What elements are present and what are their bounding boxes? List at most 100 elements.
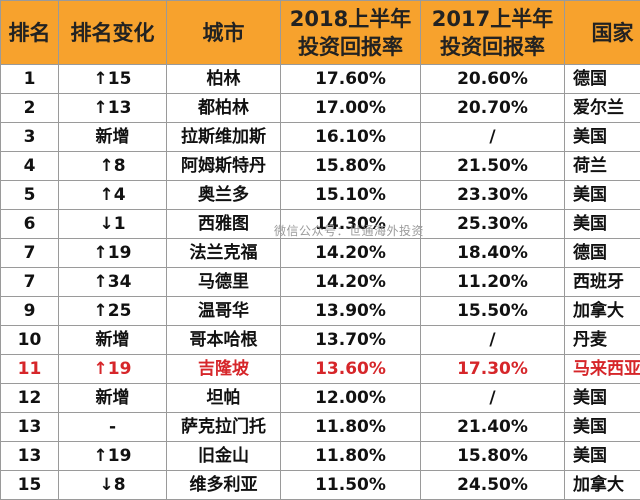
cell-change: 新增 <box>59 326 167 355</box>
table-row: 15 ↓8 维多利亚 11.50% 24.50% 加拿大 <box>1 471 640 500</box>
cell-city: 马德里 <box>167 268 281 297</box>
cell-roi-2017: 23.30% <box>421 181 565 210</box>
cell-rank: 7 <box>1 268 59 297</box>
cell-change: 新增 <box>59 384 167 413</box>
cell-rank: 7 <box>1 239 59 268</box>
cell-country: 荷兰 <box>565 152 640 181</box>
cell-country: 丹麦 <box>565 326 640 355</box>
header-country: 国家 <box>565 1 640 65</box>
table-row: 10 新增 哥本哈根 13.70% / 丹麦 <box>1 326 640 355</box>
cell-country: 马来西亚 <box>565 355 640 384</box>
header-roi-2018-line2: 投资回报率 <box>281 33 420 61</box>
cell-change: ↑19 <box>59 442 167 471</box>
table-row: 7 ↑34 马德里 14.20% 11.20% 西班牙 <box>1 268 640 297</box>
cell-city: 萨克拉门托 <box>167 413 281 442</box>
table-row-highlighted: 11 ↑19 吉隆坡 13.60% 17.30% 马来西亚 <box>1 355 640 384</box>
cell-country: 西班牙 <box>565 268 640 297</box>
header-roi-2017: 2017上半年 投资回报率 <box>421 1 565 65</box>
table-row: 13 ↑19 旧金山 11.80% 15.80% 美国 <box>1 442 640 471</box>
cell-change: ↑4 <box>59 181 167 210</box>
cell-roi-2018: 13.90% <box>281 297 421 326</box>
cell-roi-2018: 12.00% <box>281 384 421 413</box>
header-roi-2018-line1: 2018上半年 <box>281 5 420 33</box>
cell-city: 维多利亚 <box>167 471 281 500</box>
cell-country: 美国 <box>565 442 640 471</box>
table-row: 5 ↑4 奥兰多 15.10% 23.30% 美国 <box>1 181 640 210</box>
cell-roi-2018: 13.60% <box>281 355 421 384</box>
cell-city: 都柏林 <box>167 94 281 123</box>
table-header-row: 排名 排名变化 城市 2018上半年 投资回报率 2017上半年 投资回报率 国… <box>1 1 640 65</box>
table-row: 1 ↑15 柏林 17.60% 20.60% 德国 <box>1 65 640 94</box>
cell-roi-2018: 17.60% <box>281 65 421 94</box>
cell-city: 西雅图 <box>167 210 281 239</box>
table-row: 9 ↑25 温哥华 13.90% 15.50% 加拿大 <box>1 297 640 326</box>
header-rank-change: 排名变化 <box>59 1 167 65</box>
cell-rank: 15 <box>1 471 59 500</box>
cell-country: 美国 <box>565 123 640 152</box>
header-city: 城市 <box>167 1 281 65</box>
cell-change: ↓8 <box>59 471 167 500</box>
cell-country: 美国 <box>565 181 640 210</box>
cell-change: ↑13 <box>59 94 167 123</box>
table-row: 3 新增 拉斯维加斯 16.10% / 美国 <box>1 123 640 152</box>
cell-city: 阿姆斯特丹 <box>167 152 281 181</box>
cell-roi-2017: 20.60% <box>421 65 565 94</box>
cell-country: 爱尔兰 <box>565 94 640 123</box>
cell-rank: 13 <box>1 442 59 471</box>
table-row: 7 ↑19 法兰克福 14.20% 18.40% 德国 <box>1 239 640 268</box>
cell-roi-2017: 21.40% <box>421 413 565 442</box>
cell-roi-2018: 14.20% <box>281 268 421 297</box>
cell-roi-2018: 14.20% <box>281 239 421 268</box>
cell-roi-2018: 13.70% <box>281 326 421 355</box>
cell-change: ↑8 <box>59 152 167 181</box>
cell-roi-2017: 24.50% <box>421 471 565 500</box>
header-roi-2017-line1: 2017上半年 <box>421 5 564 33</box>
cell-change: ↑25 <box>59 297 167 326</box>
wechat-watermark: 微信公众号：世通海外投资 <box>274 222 424 239</box>
cell-roi-2017: 15.80% <box>421 442 565 471</box>
cell-roi-2017: / <box>421 384 565 413</box>
cell-country: 美国 <box>565 210 640 239</box>
cell-country: 加拿大 <box>565 471 640 500</box>
cell-roi-2018: 15.80% <box>281 152 421 181</box>
cell-change: ↑15 <box>59 65 167 94</box>
cell-rank: 3 <box>1 123 59 152</box>
table-row: 2 ↑13 都柏林 17.00% 20.70% 爱尔兰 <box>1 94 640 123</box>
cell-change: ↑19 <box>59 355 167 384</box>
cell-rank: 2 <box>1 94 59 123</box>
cell-rank: 12 <box>1 384 59 413</box>
cell-roi-2017: / <box>421 326 565 355</box>
cell-change: - <box>59 413 167 442</box>
cell-roi-2018: 17.00% <box>281 94 421 123</box>
cell-city: 哥本哈根 <box>167 326 281 355</box>
table-row: 13 - 萨克拉门托 11.80% 21.40% 美国 <box>1 413 640 442</box>
cell-rank: 4 <box>1 152 59 181</box>
header-rank: 排名 <box>1 1 59 65</box>
cell-country: 美国 <box>565 413 640 442</box>
cell-roi-2017: 15.50% <box>421 297 565 326</box>
cell-roi-2017: 11.20% <box>421 268 565 297</box>
cell-city: 旧金山 <box>167 442 281 471</box>
cell-roi-2018: 11.80% <box>281 442 421 471</box>
cell-roi-2017: 18.40% <box>421 239 565 268</box>
cell-city: 柏林 <box>167 65 281 94</box>
cell-roi-2018: 11.80% <box>281 413 421 442</box>
cell-country: 德国 <box>565 239 640 268</box>
cell-rank: 1 <box>1 65 59 94</box>
cell-rank: 13 <box>1 413 59 442</box>
header-roi-2017-line2: 投资回报率 <box>421 33 564 61</box>
cell-city: 温哥华 <box>167 297 281 326</box>
cell-rank: 10 <box>1 326 59 355</box>
cell-country: 德国 <box>565 65 640 94</box>
cell-roi-2018: 11.50% <box>281 471 421 500</box>
cell-city: 拉斯维加斯 <box>167 123 281 152</box>
cell-country: 美国 <box>565 384 640 413</box>
cell-roi-2018: 16.10% <box>281 123 421 152</box>
cell-roi-2017: 21.50% <box>421 152 565 181</box>
cell-city: 法兰克福 <box>167 239 281 268</box>
cell-city: 坦帕 <box>167 384 281 413</box>
cell-city: 奥兰多 <box>167 181 281 210</box>
cell-change: 新增 <box>59 123 167 152</box>
cell-change: ↑34 <box>59 268 167 297</box>
